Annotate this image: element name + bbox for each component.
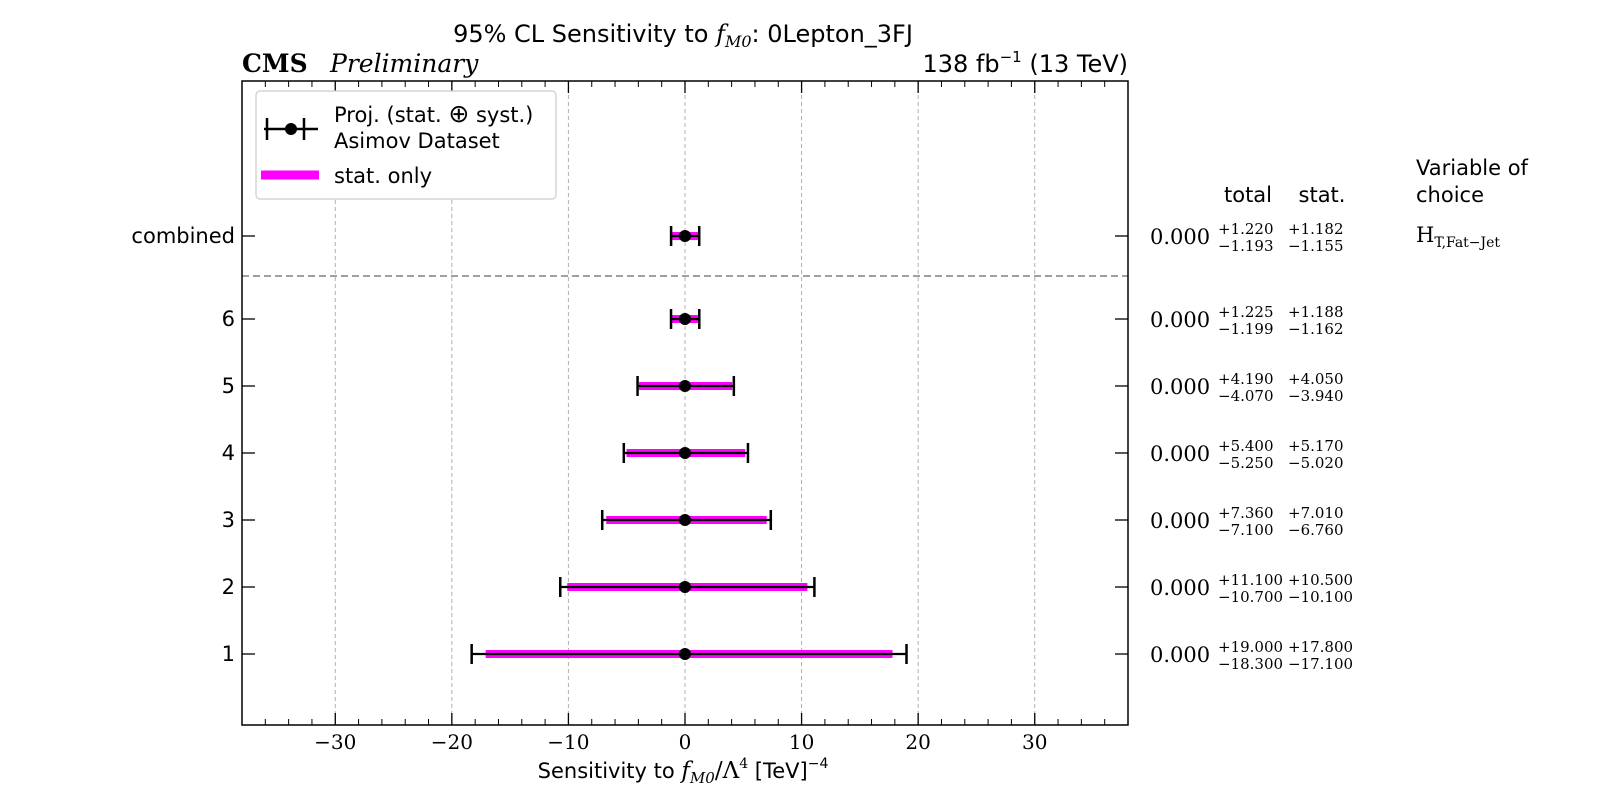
stat-down-text: −6.760 [1288, 521, 1344, 539]
total-up-text: +1.225 [1218, 303, 1274, 321]
total-up-text: +5.400 [1218, 437, 1274, 455]
stat-up-text: +10.500 [1288, 571, 1353, 589]
variable-main: H [1416, 223, 1434, 247]
x-axis-label-prefix: Sensitivity to [538, 759, 682, 783]
legend-marker-total [264, 118, 318, 140]
y-tick-label: 2 [222, 575, 235, 599]
header-total: total [1224, 183, 1272, 207]
central-value-text: 0.000 [1150, 643, 1210, 667]
stat-down-text: −1.162 [1288, 320, 1344, 338]
central-value-point [679, 581, 691, 593]
x-tick-label: 30 [1022, 730, 1047, 754]
y-tick-label: combined [131, 224, 235, 248]
stat-up-text: +7.010 [1288, 504, 1344, 522]
header-variable-line2: choice [1416, 183, 1484, 207]
x-tick-label: −30 [314, 730, 356, 754]
legend: Proj. (stat. ⊕ syst.) Asimov Dataset sta… [255, 90, 557, 200]
variable-sub: T,Fat−Jet [1434, 235, 1500, 251]
x-tick-label: 0 [679, 730, 692, 754]
central-value-text: 0.000 [1150, 442, 1210, 466]
y-tick-labels: combined 6 5 4 3 2 1 [131, 224, 235, 666]
chart-title-prefix: 95% CL Sensitivity to [453, 20, 716, 48]
x-tick-label: 10 [789, 730, 814, 754]
total-down-text: −10.700 [1218, 588, 1283, 606]
variable-of-choice: HT,Fat−Jet [1416, 223, 1500, 251]
chart-title-var-sub: M0 [724, 32, 752, 51]
lumi-label: 138 fb−1 (13 TeV) [922, 48, 1128, 78]
central-value-text: 0.000 [1150, 509, 1210, 533]
value-table: 0.000 +1.220−1.193 +1.182−1.155 0.000 +1.225… [1150, 220, 1353, 673]
stat-down-text: −3.940 [1288, 387, 1344, 405]
central-value-point [679, 514, 691, 526]
tick-layer: −30 −20 −10 0 10 20 30 [241, 81, 1129, 754]
stat-down-text: −1.155 [1288, 237, 1344, 255]
central-value-point [679, 313, 691, 325]
x-tick-label: 20 [905, 730, 930, 754]
x-tick-label: −10 [547, 730, 589, 754]
stat-up-text: +5.170 [1288, 437, 1344, 455]
lumi-value: 138 fb [922, 50, 999, 78]
total-down-text: −7.100 [1218, 521, 1274, 539]
legend-label-stat: stat. only [334, 164, 432, 188]
experiment-label: CMS [242, 49, 308, 78]
central-value-text: 0.000 [1150, 308, 1210, 332]
chart-title: 95% CL Sensitivity to fM0: 0Lepton_3FJ [453, 20, 913, 51]
legend-total-symbol: ⊕ [448, 99, 469, 128]
central-value-text: 0.000 [1150, 225, 1210, 249]
status-label: Preliminary [329, 49, 479, 78]
legend-box [255, 90, 557, 200]
chart-title-suffix: : 0Lepton_3FJ [752, 20, 913, 48]
total-up-text: +7.360 [1218, 504, 1274, 522]
y-tick-label: 1 [222, 642, 235, 666]
stat-down-text: −5.020 [1288, 454, 1344, 472]
central-value-point [679, 447, 691, 459]
stat-up-text: +4.050 [1288, 370, 1344, 388]
y-tick-label: 5 [222, 374, 235, 398]
plot-frame [241, 80, 1129, 726]
central-value-point [679, 230, 691, 242]
total-down-text: −1.199 [1218, 320, 1274, 338]
x-axis-label-var-sub: M0 [689, 769, 715, 787]
total-down-text: −18.300 [1218, 655, 1283, 673]
lumi-sup: −1 [1000, 48, 1022, 66]
y-tick-label: 3 [222, 508, 235, 532]
x-axis-label-var: f [679, 758, 693, 784]
total-up-text: +19.000 [1218, 638, 1283, 656]
stat-down-text: −10.100 [1288, 588, 1353, 606]
x-axis-label-mid-sup: 4 [739, 756, 748, 772]
header-stat: stat. [1299, 183, 1346, 207]
x-tick-label: −20 [431, 730, 473, 754]
x-axis-label-unit: [TeV] [748, 759, 808, 783]
total-down-text: −4.070 [1218, 387, 1274, 405]
x-axis-label-unit-sup: −4 [808, 756, 829, 772]
lumi-energy: (13 TeV) [1022, 50, 1128, 78]
x-axis-label: Sensitivity to fM0/Λ4 [TeV]−4 [538, 756, 829, 787]
total-up-text: +4.190 [1218, 370, 1274, 388]
central-value-text: 0.000 [1150, 576, 1210, 600]
legend-total-a: Proj. (stat. [334, 103, 448, 127]
central-value-point [679, 648, 691, 660]
y-tick-label: 6 [222, 307, 235, 331]
legend-total-b: syst.) [469, 103, 533, 127]
total-up-text: +11.100 [1218, 571, 1283, 589]
y-tick-label: 4 [222, 441, 235, 465]
bar-layer [470, 226, 908, 664]
legend-label-total: Proj. (stat. ⊕ syst.) [334, 99, 533, 128]
stat-up-text: +1.182 [1288, 220, 1344, 238]
x-axis-label-mid: /Λ [715, 758, 740, 784]
header-variable-line1: Variable of [1416, 156, 1529, 180]
central-value-point [679, 380, 691, 392]
total-down-text: −1.193 [1218, 237, 1274, 255]
total-down-text: −5.250 [1218, 454, 1274, 472]
central-value-text: 0.000 [1150, 375, 1210, 399]
total-up-text: +1.220 [1218, 220, 1274, 238]
stat-down-text: −17.100 [1288, 655, 1353, 673]
stat-up-text: +1.188 [1288, 303, 1344, 321]
stat-up-text: +17.800 [1288, 638, 1353, 656]
legend-label-total-line2: Asimov Dataset [334, 129, 500, 153]
